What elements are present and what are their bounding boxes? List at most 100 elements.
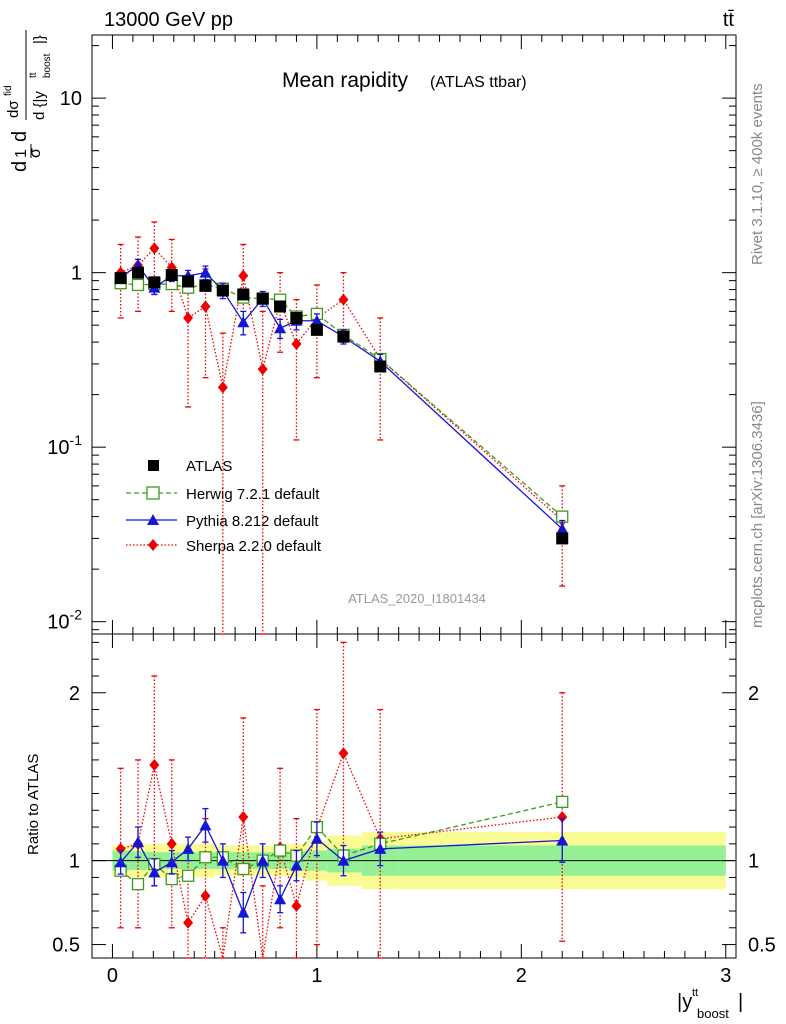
legend-label-pythia: Pythia 8.212 default (186, 513, 319, 530)
chart-title: Mean rapidity (282, 69, 409, 92)
data-point-atlas (310, 323, 323, 336)
data-point-pythia (132, 836, 144, 848)
data-point-sherpa (183, 311, 194, 324)
data-point-sherpa (217, 381, 228, 394)
ratio-y-tick-label-right: 2 (748, 683, 759, 705)
data-point-herwig (131, 877, 145, 891)
data-point-pythia (274, 893, 287, 905)
data-point-pythia (165, 856, 178, 868)
data-point-pythia (556, 834, 569, 846)
main-y-tick-label: 1 (71, 263, 82, 285)
energy-label: 13000 GeV pp (104, 9, 233, 31)
data-point-atlas (337, 330, 350, 343)
data-point-sherpa (291, 899, 302, 912)
data-point-atlas (290, 311, 303, 324)
ratio-y-tick-label: 2 (69, 683, 80, 705)
data-point-sherpa (200, 300, 211, 313)
data-point-atlas (216, 284, 229, 297)
ratio-plot-frame (91, 633, 737, 959)
data-point-atlas (114, 272, 127, 285)
main-y-tick-label: 10 (60, 88, 82, 110)
x-tick-label: 1 (311, 965, 322, 987)
svg-text:tt: tt (28, 72, 39, 78)
data-point-herwig (165, 872, 178, 886)
svg-text:tt: tt (692, 987, 698, 999)
data-point-herwig (131, 278, 145, 292)
data-point-atlas (182, 275, 195, 288)
data-point-sherpa (183, 916, 194, 929)
svg-text:|}: |} (31, 35, 48, 44)
legend-label-sherpa: Sherpa 2.2.0 default (186, 538, 322, 555)
data-point-sherpa (149, 758, 160, 771)
data-point-pythia (256, 854, 269, 866)
data-point-sherpa (115, 842, 126, 855)
data-point-atlas (256, 292, 269, 305)
legend-marker-pythia (147, 514, 159, 525)
ratio-y-tick-label: 0.5 (52, 935, 80, 957)
svg-text:dσ: dσ (5, 100, 22, 118)
data-point-pythia (237, 906, 250, 918)
data-point-sherpa (166, 837, 177, 850)
svg-text:σ: σ (27, 148, 44, 158)
data-point-herwig (273, 844, 287, 857)
rivet-version-label: Rivet 3.1.10, ≥ 400k events (749, 83, 766, 265)
legend-marker-atlas (148, 460, 159, 471)
ratio-y-axis-label: Ratio to ATLAS (25, 754, 42, 855)
x-axis-ticks: 0 1 2 3 (107, 35, 731, 987)
analysis-id-label: ATLAS_2020_I1801434 (348, 591, 486, 606)
data-point-pythia (556, 522, 569, 534)
legend-label-herwig: Herwig 7.2.1 default (186, 486, 320, 503)
data-point-herwig (181, 869, 195, 882)
data-point-pythia (290, 859, 303, 871)
data-point-pythia (199, 819, 212, 831)
data-point-atlas (237, 288, 250, 301)
svg-text:fid: fid (3, 85, 14, 96)
x-axis-label: |y tt boost | (677, 987, 743, 1021)
series-line-sherpa (120, 247, 563, 521)
data-point-pythia (199, 266, 212, 278)
data-point-pythia (182, 842, 195, 854)
x-tick-label: 2 (516, 965, 527, 987)
data-point-pythia (114, 856, 127, 868)
legend: ATLAS Herwig 7.2.1 default Pythia 8.212 … (126, 458, 322, 555)
data-point-atlas (132, 266, 144, 279)
x-tick-label: 0 (107, 965, 118, 987)
data-point-pythia (216, 854, 229, 866)
legend-label-atlas: ATLAS (186, 458, 232, 475)
ratio-y-ticks: 0.5 0.5 1 1 2 2 (52, 641, 776, 957)
data-point-sherpa (291, 338, 302, 351)
mcplots-source-label: mcplots.cern.ch [arXiv:1306.3436] (749, 401, 766, 628)
data-point-sherpa (557, 810, 568, 823)
svg-text:1: 1 (13, 149, 30, 158)
data-point-atlas (374, 360, 387, 373)
data-point-sherpa (200, 889, 211, 902)
data-point-herwig (237, 862, 250, 876)
data-point-sherpa (338, 747, 349, 760)
ratio-y-tick-label-right: 0.5 (748, 935, 776, 957)
data-point-pythia (310, 832, 323, 844)
data-point-pythia (148, 866, 161, 878)
main-y-tick-label: 10-1 (47, 432, 82, 459)
data-point-sherpa (257, 363, 268, 376)
legend-marker-herwig (146, 486, 160, 500)
legend-marker-sherpa (148, 539, 158, 551)
svg-text:|: | (738, 991, 743, 1013)
svg-text:d {|y: d {|y (31, 91, 48, 120)
legend-entry-atlas: ATLAS (148, 458, 232, 475)
data-point-herwig (556, 795, 569, 809)
data-point-atlas (199, 279, 212, 292)
data-point-pythia (374, 842, 387, 854)
data-point-atlas (274, 300, 287, 313)
data-point-pythia (237, 316, 250, 328)
data-point-pythia (274, 322, 287, 334)
main-y-ticks: 10-2 10-1 1 10 (47, 45, 736, 634)
data-point-pythia (310, 314, 323, 326)
svg-text:|y: |y (677, 991, 692, 1013)
data-point-sherpa (238, 810, 249, 823)
legend-entry-pythia: Pythia 8.212 default (126, 513, 319, 530)
svg-text:boost: boost (697, 1006, 729, 1021)
ratio-y-tick-label-right: 1 (748, 851, 759, 873)
data-point-atlas (556, 532, 569, 545)
data-point-atlas (165, 268, 178, 281)
